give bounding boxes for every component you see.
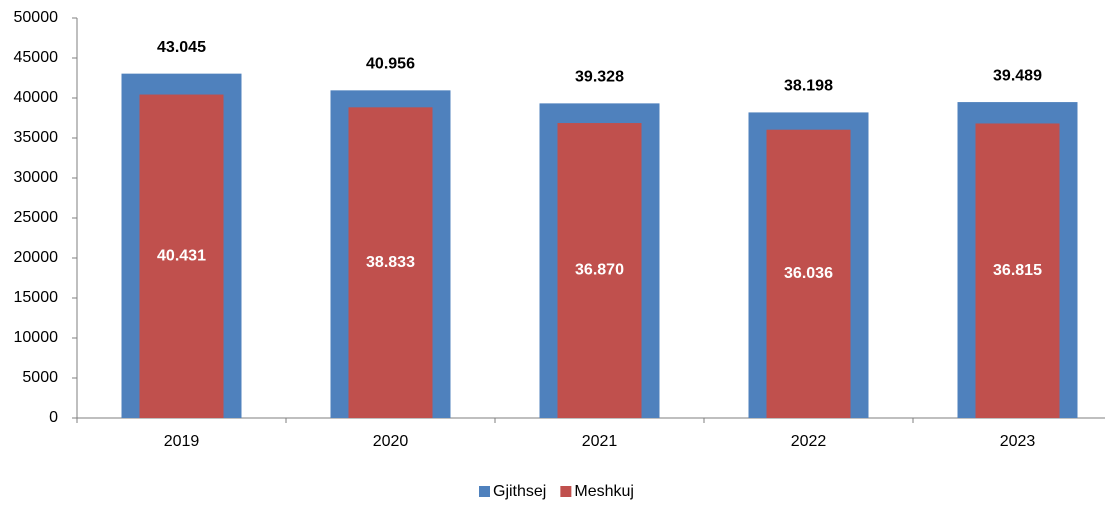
x-tick-label: 2019 <box>164 433 200 450</box>
bar <box>348 107 433 418</box>
x-tick-label: 2020 <box>373 433 409 450</box>
bar <box>975 123 1060 418</box>
x-tick-label: 2022 <box>791 433 827 450</box>
data-label: 36.815 <box>993 262 1042 279</box>
y-tick-label: 45000 <box>14 49 59 66</box>
data-label: 39.489 <box>993 67 1042 84</box>
data-label: 40.956 <box>366 56 415 73</box>
data-label: 36.870 <box>575 262 624 279</box>
bar <box>766 129 851 418</box>
data-label: 43.045 <box>157 39 206 56</box>
legend-swatch <box>479 486 490 497</box>
y-tick-label: 0 <box>49 409 58 426</box>
y-tick-label: 50000 <box>14 9 59 26</box>
data-label: 38.833 <box>366 254 415 271</box>
y-tick-label: 35000 <box>14 129 59 146</box>
bar <box>139 94 224 418</box>
y-tick-label: 15000 <box>14 289 59 306</box>
y-tick-label: 30000 <box>14 169 59 186</box>
x-tick-label: 2023 <box>1000 433 1036 450</box>
y-tick-label: 5000 <box>22 369 58 386</box>
y-tick-label: 40000 <box>14 89 59 106</box>
data-label: 38.198 <box>784 78 833 95</box>
data-label: 40.431 <box>157 247 206 264</box>
data-label: 39.328 <box>575 69 624 86</box>
bar <box>557 123 642 418</box>
y-tick-label: 20000 <box>14 249 59 266</box>
legend-swatch <box>560 486 572 497</box>
x-tick-label: 2021 <box>582 433 618 450</box>
legend-label: Gjithsej <box>493 483 546 500</box>
data-label: 36.036 <box>784 265 833 282</box>
legend-label: Meshkuj <box>574 483 634 500</box>
y-tick-label: 10000 <box>14 329 59 346</box>
y-tick-label: 25000 <box>14 209 59 226</box>
